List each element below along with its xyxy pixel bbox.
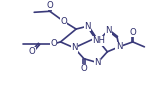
Text: O: O <box>50 39 57 48</box>
Text: O: O <box>81 64 87 73</box>
Text: N: N <box>85 22 91 31</box>
Text: O: O <box>46 1 53 10</box>
Text: N: N <box>105 26 112 35</box>
Text: O: O <box>129 28 136 37</box>
Text: N: N <box>94 58 101 67</box>
Text: N: N <box>116 42 122 51</box>
Text: NH: NH <box>92 36 105 45</box>
Text: O: O <box>60 17 67 26</box>
Text: O: O <box>29 47 36 56</box>
Text: N: N <box>71 43 77 52</box>
